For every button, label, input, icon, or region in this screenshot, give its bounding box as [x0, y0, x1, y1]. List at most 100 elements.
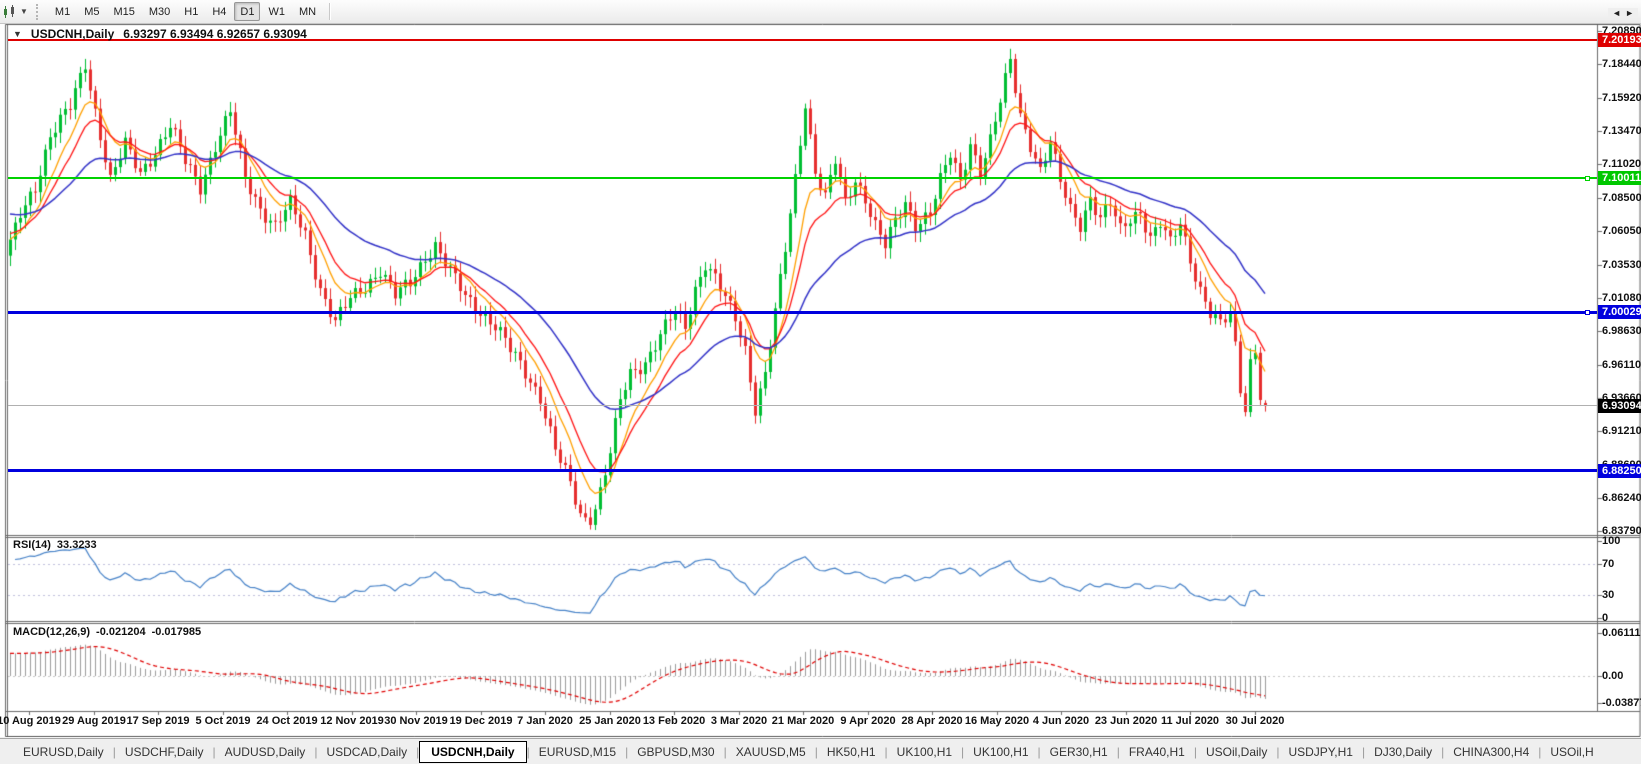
tab-separator: |: [416, 744, 420, 759]
chart-tab-usdchf-daily[interactable]: USDCHF,Daily: [124, 744, 204, 759]
rsi-axis-tick: 100: [1602, 535, 1621, 547]
tab-scroll-arrows[interactable]: ◄►: [1608, 8, 1638, 18]
chart-tab-usdjpy-h1[interactable]: USDJPY,H1: [1288, 744, 1353, 759]
chart-tab-ger30-h1[interactable]: GER30,H1: [1049, 744, 1108, 759]
toolbar-grip[interactable]: [35, 3, 42, 20]
rsi-current-value: 33.3233: [56, 539, 97, 551]
price-axis-tick: 7.15920: [1602, 92, 1641, 104]
macd-signal-value: -0.017985: [151, 626, 202, 638]
chart-tab-gbpusd-m30[interactable]: GBPUSD,M30: [637, 744, 715, 759]
timeframe-button-m15[interactable]: M15: [107, 2, 140, 21]
rsi-axis-tick: 70: [1602, 558, 1615, 570]
rsi-axis-tick: 0: [1602, 612, 1609, 624]
date-axis-label: 29 Aug 2019: [62, 715, 126, 727]
tab-separator: |: [884, 744, 888, 759]
date-axis-label: 30 Jul 2020: [1225, 715, 1285, 727]
timeframe-button-d1[interactable]: D1: [234, 2, 261, 21]
price-axis-tick: 6.83790: [1602, 525, 1641, 537]
support-line-700[interactable]: [8, 311, 1597, 314]
tab-separator: |: [112, 744, 116, 759]
chart-tab-fra40-h1[interactable]: FRA40,H1: [1128, 744, 1185, 759]
tab-separator: |: [526, 744, 530, 759]
level-badge-green: 7.10011: [1598, 171, 1641, 185]
chart-tab-uk100-h1[interactable]: UK100,H1: [973, 744, 1029, 759]
chart-canvas[interactable]: [0, 24, 1641, 737]
tab-separator: |: [1538, 744, 1542, 759]
macd-axis-tick: -0.038777: [1602, 697, 1641, 709]
price-axis-tick: 6.98630: [1602, 325, 1641, 337]
timeframe-button-h1[interactable]: H1: [178, 2, 204, 21]
resistance-line-710-handle[interactable]: [1585, 176, 1590, 181]
tab-separator: |: [625, 744, 629, 759]
timeframe-button-m30[interactable]: M30: [143, 2, 176, 21]
date-axis-label: 4 Jun 2020: [1032, 715, 1090, 727]
price-axis-tick: 7.01080: [1602, 292, 1641, 304]
price-axis-tick: 6.86240: [1602, 492, 1641, 504]
macd-main-value: -0.021204: [96, 626, 146, 638]
rsi-panel-label: RSI(14) 33.3233: [13, 539, 97, 551]
macd-indicator-name: MACD(12,26,9): [13, 626, 91, 638]
chart-tab-hk50-h1[interactable]: HK50,H1: [826, 744, 876, 759]
tab-separator: |: [1116, 744, 1120, 759]
resistance-line-710[interactable]: [8, 177, 1597, 179]
date-axis-label: 12 Nov 2019: [320, 715, 384, 727]
chart-tab-usoil-daily[interactable]: USOil,Daily: [1205, 744, 1268, 759]
timeframe-button-m5[interactable]: M5: [78, 2, 105, 21]
chart-tab-audusd-daily[interactable]: AUDUSD,Daily: [224, 744, 306, 759]
chart-tab-usdcnh-daily[interactable]: USDCNH,Daily: [419, 740, 527, 763]
chart-tab-uk100-h1[interactable]: UK100,H1: [896, 744, 953, 759]
tab-scroll-left-icon[interactable]: ◄: [1612, 8, 1626, 18]
date-axis-label: 30 Nov 2019: [384, 715, 448, 727]
tab-scroll-right-icon[interactable]: ►: [1625, 8, 1638, 18]
rsi-indicator-name: RSI(14): [13, 539, 51, 551]
tab-separator: |: [723, 744, 727, 759]
date-axis-label: 28 Apr 2020: [901, 715, 963, 727]
tab-separator: |: [212, 744, 216, 759]
collapse-caret-icon[interactable]: ▼: [13, 29, 22, 39]
current-price-badge: 6.93094: [1598, 399, 1641, 413]
resistance-line-720[interactable]: [8, 39, 1597, 41]
toolbar-separator: [329, 3, 332, 20]
date-axis-label: 5 Oct 2019: [195, 715, 251, 727]
chart-tab-usoil-h[interactable]: USOil,H: [1550, 744, 1594, 759]
tab-separator: |: [1361, 744, 1366, 759]
price-axis-tick: 7.03530: [1602, 259, 1641, 271]
date-axis-label: 11 Jul 2020: [1160, 715, 1220, 727]
level-badge-blue-upper: 7.00029: [1598, 305, 1641, 319]
chart-ohlc-values: 6.93297 6.93494 6.92657 6.93094: [123, 27, 307, 41]
timeframe-button-w1[interactable]: W1: [262, 2, 291, 21]
macd-axis-tick: 0.00: [1602, 670, 1624, 682]
support-line-688[interactable]: [8, 469, 1597, 472]
date-axis-label: 3 Mar 2020: [710, 715, 768, 727]
timeframe-button-h4[interactable]: H4: [206, 2, 232, 21]
price-axis-tick: 7.13470: [1602, 125, 1641, 137]
date-axis-label: 13 Feb 2020: [642, 715, 706, 727]
chart-tab-dj30-daily[interactable]: DJ30,Daily: [1374, 744, 1433, 759]
tab-separator: |: [1193, 744, 1197, 759]
date-axis-label: 21 Mar 2020: [771, 715, 835, 727]
timeframe-button-m1[interactable]: M1: [49, 2, 76, 21]
date-axis-label: 7 Jan 2020: [517, 715, 573, 727]
chart-tab-xauusd-m5[interactable]: XAUUSD,M5: [735, 744, 806, 759]
chart-tool-button[interactable]: ▼: [2, 4, 28, 19]
date-axis-label: 17 Sep 2019: [126, 715, 190, 727]
chart-tab-bar: EURUSD,Daily | USDCHF,Daily | AUDUSD,Daily | U…: [0, 738, 1641, 764]
tab-separator: |: [1276, 744, 1280, 759]
dropdown-caret-icon: ▼: [20, 7, 28, 16]
chart-tab-eurusd-m15[interactable]: EURUSD,M15: [538, 744, 617, 759]
chart-tab-eurusd-daily[interactable]: EURUSD,Daily: [23, 744, 104, 759]
date-axis-label: 24 Oct 2019: [256, 715, 318, 727]
price-axis-tick: 7.18440: [1602, 58, 1641, 70]
support-line-700-handle[interactable]: [1585, 310, 1590, 315]
chart-tab-china300-h4[interactable]: CHINA300,H4: [1453, 744, 1530, 759]
timeframe-button-mn[interactable]: MN: [293, 2, 322, 21]
chart-tab-usdcad-daily[interactable]: USDCAD,Daily: [326, 744, 408, 759]
level-badge-red: 7.20193: [1598, 33, 1641, 47]
tab-separator: |: [814, 744, 818, 759]
price-axis-tick: 7.08500: [1602, 192, 1641, 204]
tab-separator: |: [961, 744, 965, 759]
tab-separator: |: [1441, 744, 1445, 759]
tab-separator: |: [1037, 744, 1041, 759]
